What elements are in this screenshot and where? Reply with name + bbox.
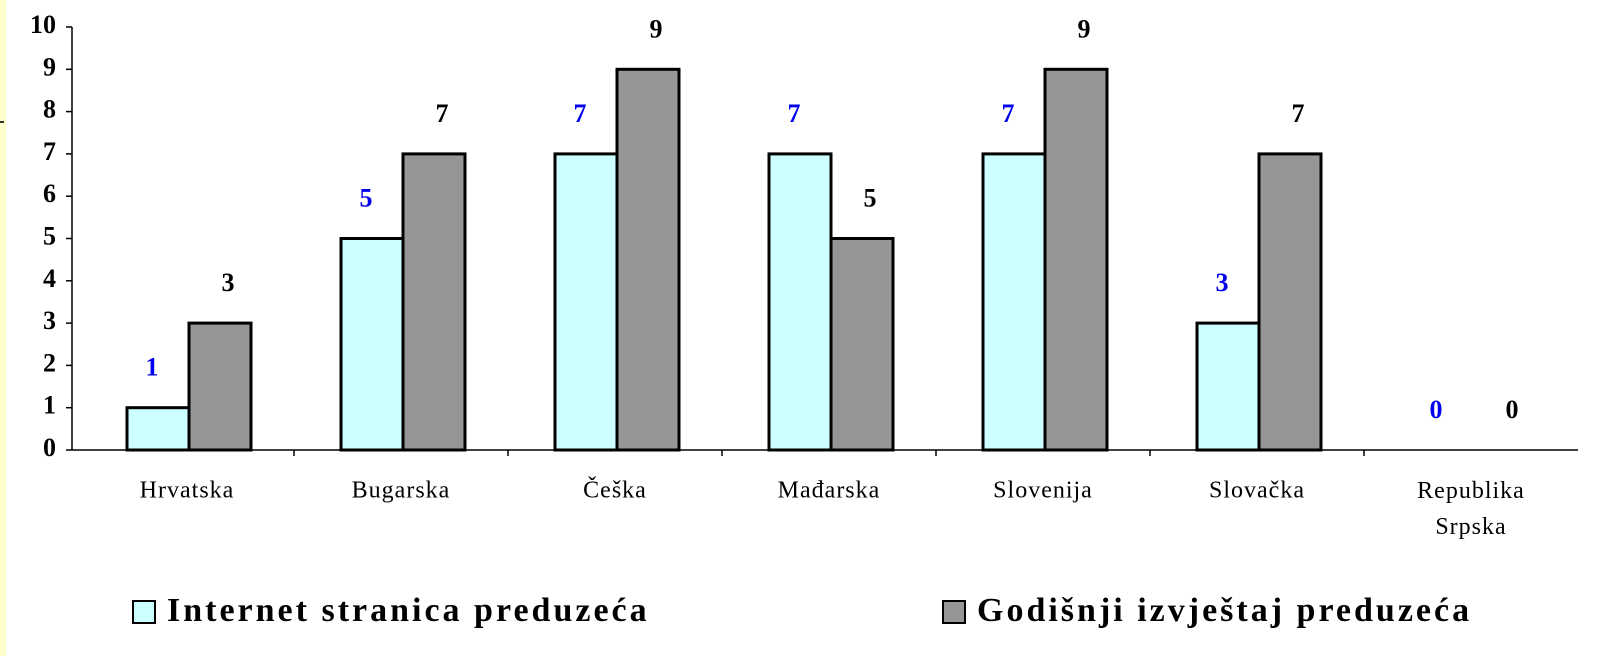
y-tick-label: 10 <box>30 10 56 39</box>
y-tick-label: 9 <box>43 52 56 81</box>
legend-label: Internet stranica preduzeća <box>167 592 650 629</box>
x-tick-label: Republika Srpska <box>1417 478 1525 540</box>
bar <box>553 152 619 452</box>
bar <box>1257 152 1323 452</box>
y-tick-label: 5 <box>43 221 56 250</box>
value-label: 7 <box>788 99 801 128</box>
value-label: 7 <box>574 99 587 128</box>
x-tick-label: Bugarska <box>352 478 451 504</box>
value-label: 3 <box>222 268 235 297</box>
value-label: 3 <box>1216 268 1229 297</box>
y-tick-label: 4 <box>43 264 56 293</box>
bar <box>125 406 191 452</box>
legend-label: Godišnji izvještaj preduzeća <box>977 592 1472 629</box>
x-tick-label: Hrvatska <box>140 478 235 504</box>
x-tick-label: Slovenija <box>993 478 1093 504</box>
bar <box>339 237 405 452</box>
x-tick-label: Mađarska <box>778 478 881 504</box>
bar <box>829 237 895 452</box>
x-tick-label: Slovačka <box>1209 478 1305 504</box>
y-tick-label: 2 <box>43 348 56 377</box>
bar <box>615 67 681 452</box>
y-tick-label: 0 <box>43 433 56 462</box>
bar <box>1195 321 1261 452</box>
y-tick-label: 1 <box>43 391 56 420</box>
value-label: 7 <box>1292 99 1305 128</box>
x-tick-label: Češka <box>583 477 647 504</box>
value-label: 7 <box>436 99 449 128</box>
value-label: 9 <box>650 14 663 43</box>
value-label: 9 <box>1078 14 1091 43</box>
bar <box>981 152 1047 452</box>
y-tick-label: 7 <box>43 137 56 166</box>
value-label: 5 <box>360 183 373 212</box>
value-label: 7 <box>1002 99 1015 128</box>
left-strip <box>0 0 6 656</box>
bar <box>767 152 833 452</box>
value-label: 0 <box>1506 395 1519 424</box>
bar <box>1043 67 1109 452</box>
bar <box>187 321 253 452</box>
value-label: 1 <box>146 353 159 382</box>
y-tick-label: 3 <box>43 306 56 335</box>
legend-swatch <box>132 600 156 624</box>
y-tick-label: 6 <box>43 179 56 208</box>
legend-swatch <box>942 600 966 624</box>
bar <box>401 152 467 452</box>
y-tick-label: 8 <box>43 95 56 124</box>
value-label: 5 <box>864 183 877 212</box>
value-label: 0 <box>1430 395 1443 424</box>
